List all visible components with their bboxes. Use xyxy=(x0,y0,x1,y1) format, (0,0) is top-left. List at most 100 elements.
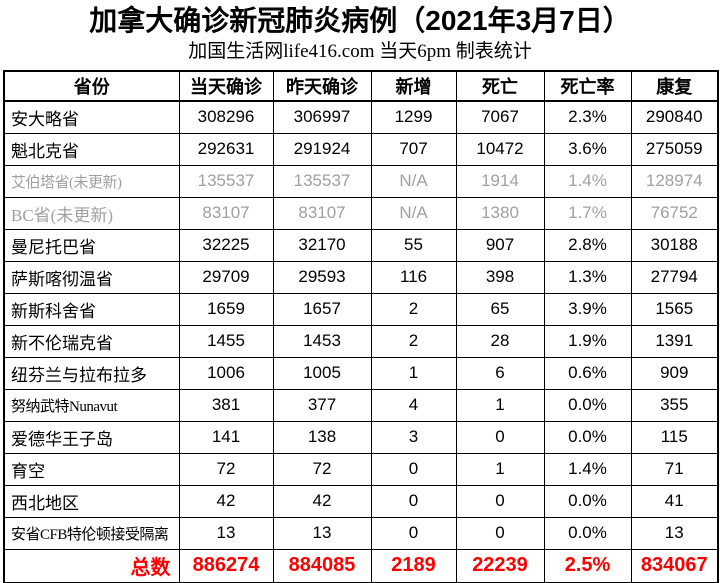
value-cell: 290840 xyxy=(630,100,719,134)
value-cell: 71 xyxy=(630,452,719,486)
table-row: BC省(未更新) 83107 83107 N/A 1380 1.7% 76752 xyxy=(3,196,719,230)
province-cell: 艾伯塔省(未更新) xyxy=(3,164,180,198)
value-cell: 1.3% xyxy=(543,260,632,294)
value-cell: 0.0% xyxy=(543,484,632,518)
value-cell: 7067 xyxy=(455,100,545,134)
value-cell: 55 xyxy=(370,228,457,262)
province-cell: BC省(未更新) xyxy=(3,196,180,230)
value-cell: 2 xyxy=(370,292,457,326)
province-cell: 纽芬兰与拉布拉多 xyxy=(3,356,180,390)
value-cell: 2.3% xyxy=(543,100,632,134)
table-row: 爱德华王子岛 141 138 3 0 0.0% 115 xyxy=(3,420,719,454)
value-cell: 2.8% xyxy=(543,228,632,262)
value-cell: 0 xyxy=(370,516,457,550)
value-cell: 28 xyxy=(455,324,545,358)
value-cell: 83107 xyxy=(178,196,274,230)
value-cell: 1565 xyxy=(630,292,719,326)
value-cell: 13 xyxy=(272,516,372,550)
value-cell: 115 xyxy=(630,420,719,454)
value-cell: 1005 xyxy=(272,356,372,390)
value-cell: 291924 xyxy=(272,132,372,166)
value-cell: 13 xyxy=(630,516,719,550)
table-header: 省份 当天确诊 昨天确诊 新增 死亡 死亡率 康复 xyxy=(3,70,719,102)
value-cell: 29709 xyxy=(178,260,274,294)
header-deaths: 死亡 xyxy=(455,70,545,102)
header-province: 省份 xyxy=(3,70,180,102)
header-recovered: 康复 xyxy=(630,70,719,102)
table-row: 努纳武特Nunavut 381 377 4 1 0.0% 355 xyxy=(3,388,719,422)
header-new-cases: 新增 xyxy=(370,70,457,102)
value-cell: 138 xyxy=(272,420,372,454)
value-cell: 0.6% xyxy=(543,356,632,390)
value-cell: 72 xyxy=(178,452,274,486)
header-row: 省份 当天确诊 昨天确诊 新增 死亡 死亡率 康复 xyxy=(3,70,719,102)
header-death-rate: 死亡率 xyxy=(543,70,632,102)
province-cell: 总数 xyxy=(3,548,180,583)
value-cell: 0 xyxy=(370,484,457,518)
value-cell: 0.0% xyxy=(543,420,632,454)
value-cell: 32225 xyxy=(178,228,274,262)
value-cell: N/A xyxy=(370,196,457,230)
table-row: 西北地区 42 42 0 0 0.0% 41 xyxy=(3,484,719,518)
covid-stats-table: 省份 当天确诊 昨天确诊 新增 死亡 死亡率 康复 安大略省 308296 3069… xyxy=(3,70,719,583)
province-cell: 新不伦瑞克省 xyxy=(3,324,180,358)
value-cell: 0.0% xyxy=(543,516,632,550)
value-cell: 141 xyxy=(178,420,274,454)
value-cell: 306997 xyxy=(272,100,372,134)
value-cell: 0.0% xyxy=(543,388,632,422)
value-cell: 128974 xyxy=(630,164,719,198)
table-row: 曼尼托巴省 32225 32170 55 907 2.8% 30188 xyxy=(3,228,719,262)
value-cell: 1455 xyxy=(178,324,274,358)
value-cell: 2.5% xyxy=(543,548,632,583)
value-cell: 83107 xyxy=(272,196,372,230)
table-row: 魁北克省 292631 291924 707 10472 3.6% 275059 xyxy=(3,132,719,166)
value-cell: 4 xyxy=(370,388,457,422)
value-cell: 72 xyxy=(272,452,372,486)
value-cell: 1391 xyxy=(630,324,719,358)
province-cell: 萨斯喀彻温省 xyxy=(3,260,180,294)
province-cell: 魁北克省 xyxy=(3,132,180,166)
province-cell: 西北地区 xyxy=(3,484,180,518)
value-cell: 6 xyxy=(455,356,545,390)
value-cell: 42 xyxy=(178,484,274,518)
value-cell: 0 xyxy=(455,516,545,550)
value-cell: 42 xyxy=(272,484,372,518)
value-cell: 135537 xyxy=(272,164,372,198)
table-row: 安大略省 308296 306997 1299 7067 2.3% 290840 xyxy=(3,100,719,134)
province-cell: 安大略省 xyxy=(3,100,180,134)
value-cell: 1299 xyxy=(370,100,457,134)
subtitle: 加国生活网life416.com 当天6pm 制表统计 xyxy=(188,41,532,62)
table-row: 萨斯喀彻温省 29709 29593 116 398 1.3% 27794 xyxy=(3,260,719,294)
province-cell: 育空 xyxy=(3,452,180,486)
value-cell: 1006 xyxy=(178,356,274,390)
value-cell: N/A xyxy=(370,164,457,198)
value-cell: 834067 xyxy=(630,548,719,583)
value-cell: 355 xyxy=(630,388,719,422)
value-cell: 1.4% xyxy=(543,452,632,486)
value-cell: 0 xyxy=(455,484,545,518)
page-title: 加拿大确诊新冠肺炎病例（2021年3月7日） xyxy=(89,5,631,36)
value-cell: 13 xyxy=(178,516,274,550)
table-row: 艾伯塔省(未更新) 135537 135537 N/A 1914 1.4% 128974 xyxy=(3,164,719,198)
table-row: 新不伦瑞克省 1455 1453 2 28 1.9% 1391 xyxy=(3,324,719,358)
value-cell: 886274 xyxy=(178,548,274,583)
value-cell: 65 xyxy=(455,292,545,326)
value-cell: 1453 xyxy=(272,324,372,358)
value-cell: 1659 xyxy=(178,292,274,326)
value-cell: 3.6% xyxy=(543,132,632,166)
header-today-confirmed: 当天确诊 xyxy=(178,70,274,102)
header-yesterday-confirmed: 昨天确诊 xyxy=(272,70,372,102)
value-cell: 1380 xyxy=(455,196,545,230)
value-cell: 275059 xyxy=(630,132,719,166)
value-cell: 1.4% xyxy=(543,164,632,198)
value-cell: 29593 xyxy=(272,260,372,294)
value-cell: 0 xyxy=(455,420,545,454)
value-cell: 381 xyxy=(178,388,274,422)
value-cell: 1657 xyxy=(272,292,372,326)
province-cell: 新斯科舍省 xyxy=(3,292,180,326)
value-cell: 292631 xyxy=(178,132,274,166)
value-cell: 27794 xyxy=(630,260,719,294)
value-cell: 135537 xyxy=(178,164,274,198)
province-cell: 安省CFB特伦顿接受隔离 xyxy=(3,516,180,550)
value-cell: 1914 xyxy=(455,164,545,198)
